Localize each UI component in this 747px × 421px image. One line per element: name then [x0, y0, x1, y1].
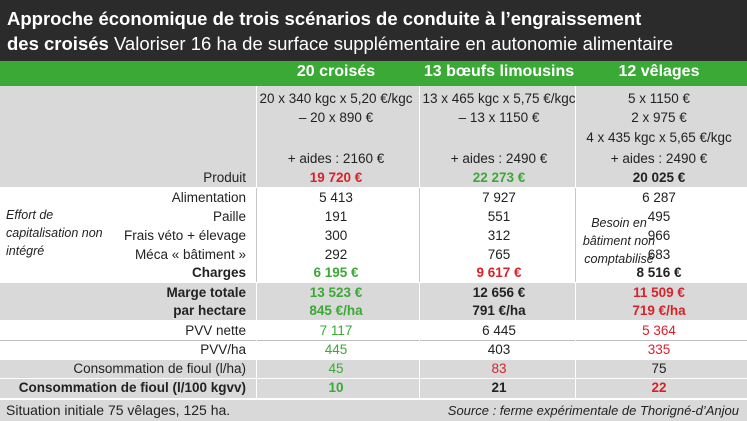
charge-label: Frais véto + élevage	[124, 228, 246, 243]
par-hectare-velages: 719 €/ha	[632, 303, 686, 318]
detail-velages-line: 5 x 1150 €	[627, 91, 691, 106]
charge-value: 292	[324, 247, 348, 262]
par-hectare-croises: 845 €/ha	[309, 303, 363, 318]
detail-velages-line: + aides : 2490 €	[610, 151, 708, 166]
column-divider	[256, 188, 257, 282]
title-line-1: Approche économique de trois scénarios d…	[7, 8, 642, 29]
footer: Situation initiale 75 vêlages, 125 ha. S…	[0, 398, 747, 421]
detail-velages-line: 2 x 975 €	[631, 110, 687, 125]
produit-boeufs: 22 273 €	[472, 170, 526, 185]
charge-label: Alimentation	[171, 190, 246, 205]
charge-value: 551	[487, 209, 511, 224]
divider	[0, 359, 747, 360]
produit-band	[0, 86, 747, 187]
divider	[0, 340, 747, 341]
column-divider	[419, 188, 420, 282]
fioul-kgvv-croises: 10	[328, 380, 344, 395]
produit-label: Produit	[203, 170, 246, 185]
column-header-boeufs: 13 bœufs limousins	[423, 63, 575, 80]
marge-totale-croises: 13 523 €	[309, 285, 363, 300]
besoin-note: Besoin en bâtiment non comptabilisé	[582, 216, 656, 266]
column-divider	[575, 188, 576, 282]
charges-label: Charges	[191, 265, 246, 280]
charge-value: 683	[647, 247, 671, 262]
fioul-kgvv-boeufs: 21	[491, 380, 507, 395]
fioul-ha-croises: 45	[328, 361, 344, 376]
column-divider	[575, 282, 576, 398]
charge-label: Méca « bâtiment »	[134, 247, 246, 262]
pvv-ha-croises: 445	[324, 342, 348, 357]
title-line-2: des croisés	[7, 33, 109, 54]
column-header-croises: 20 croisés	[296, 63, 376, 80]
detail-croises-line: – 20 x 890 €	[298, 110, 374, 125]
marge-totale-velages: 11 509 €	[633, 285, 685, 300]
pvv-ha-boeufs: 403	[487, 342, 511, 357]
charge-value: 5 413	[319, 190, 353, 205]
par-hectare-boeufs: 791 €/ha	[472, 303, 526, 318]
produit-velages: 20 025 €	[632, 170, 686, 185]
column-header-bar: 20 croisés 13 bœufs limousins 12 vêlages	[0, 61, 747, 86]
fioul-ha-boeufs: 83	[491, 361, 507, 376]
produit-croises: 19 720 €	[309, 170, 363, 185]
divider	[0, 378, 747, 379]
charge-value: 300	[324, 228, 348, 243]
footer-source: Source : ferme expérimentale de Thorigné…	[447, 403, 739, 418]
divider	[0, 282, 747, 283]
charge-value: 966	[647, 228, 671, 243]
pvv-nette-label: PVV nette	[185, 323, 246, 338]
column-divider	[419, 86, 420, 187]
column-divider	[575, 86, 576, 187]
divider	[0, 320, 747, 321]
charge-label: Paille	[212, 209, 246, 224]
column-divider	[256, 282, 257, 398]
charge-value: 312	[487, 228, 511, 243]
detail-velages-line: 4 x 435 kgc x 5,65 €/kgc	[586, 130, 732, 145]
charge-value: 6 287	[642, 190, 676, 205]
charge-value: 495	[647, 209, 671, 224]
detail-boeufs-line: – 13 x 1150 €	[458, 110, 540, 125]
detail-croises-line: 20 x 340 kgc x 5,20 €/kgc	[259, 91, 413, 106]
marge-totale-boeufs: 12 656 €	[472, 285, 526, 300]
pvv-nette-velages: 5 364	[642, 323, 676, 338]
detail-croises-line: + aides : 2160 €	[287, 151, 385, 166]
charge-value: 765	[487, 247, 511, 262]
pvv-ha-velages: 335	[647, 342, 671, 357]
charges-boeufs: 9 617 €	[476, 265, 522, 280]
subtitle: Valoriser 16 ha de surface supplémentair…	[113, 33, 674, 54]
charges-velages: 8 516 €	[636, 265, 682, 280]
pvv-nette-boeufs: 6 445	[482, 323, 516, 338]
pvv-ha-label: PVV/ha	[200, 342, 246, 357]
marge-totale-label: Marge totale	[166, 285, 246, 300]
detail-boeufs-line: 13 x 465 kgc x 5,75 €/kgc	[422, 91, 576, 106]
fioul-ha-label: Consommation de fioul (l/ha)	[73, 361, 246, 376]
footer-situation: Situation initiale 75 vêlages, 125 ha.	[6, 402, 231, 418]
charges-croises: 6 195 €	[313, 265, 359, 280]
column-divider	[256, 86, 257, 187]
marge-band	[0, 282, 747, 320]
effort-note: Effort de capitalisation non intégré	[6, 208, 103, 258]
fioul-ha-velages: 75	[651, 361, 667, 376]
charge-value: 7 927	[482, 190, 516, 205]
fioul-kgvv-velages: 22	[651, 380, 667, 395]
par-hectare-label: par hectare	[173, 303, 246, 318]
charge-value: 191	[324, 209, 348, 224]
divider	[0, 187, 747, 188]
pvv-nette-croises: 7 117	[319, 323, 353, 338]
header: Approche économique de trois scénarios d…	[0, 0, 747, 61]
detail-boeufs-line: + aides : 2490 €	[450, 151, 548, 166]
fioul-kgvv-label: Consommation de fioul (l/100 kgvv)	[18, 380, 246, 395]
column-header-velages: 12 vêlages	[618, 63, 700, 80]
column-divider	[419, 282, 420, 398]
